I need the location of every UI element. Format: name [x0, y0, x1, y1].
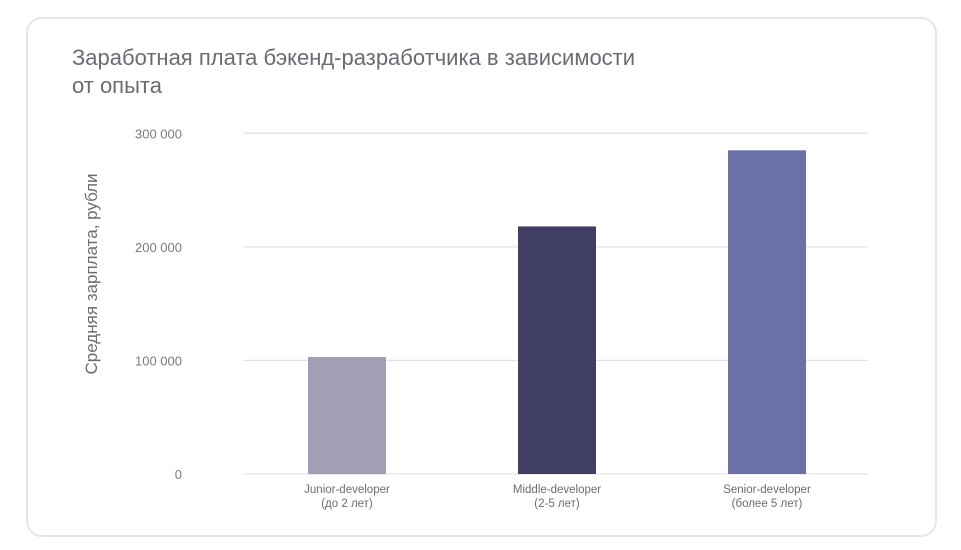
bar-1 — [518, 226, 596, 474]
chart-title-line-2: от опыта — [72, 73, 162, 98]
x-tick-label: Senior-developer — [723, 484, 811, 496]
y-axis-label: Средняя зарплата, рубли — [82, 173, 101, 374]
chart-title: Заработная плата бэкенд-разработчика в з… — [72, 44, 772, 100]
y-tick-label: 200 000 — [135, 240, 182, 255]
x-tick-label: (2-5 лет) — [534, 498, 580, 510]
x-tick-label: (более 5 лет) — [732, 498, 803, 510]
bar-2 — [728, 150, 806, 474]
chart-title-line-1: Заработная плата бэкенд-разработчика в з… — [72, 45, 636, 70]
y-tick-label: 100 000 — [135, 353, 182, 368]
x-tick-label: Middle-developer — [513, 484, 601, 496]
x-tick-label: (до 2 лет) — [321, 498, 373, 510]
x-tick-label: Junior-developer — [304, 484, 390, 496]
bar-0 — [308, 357, 386, 474]
y-tick-label: 0 — [175, 467, 182, 482]
y-tick-label: 300 000 — [135, 126, 182, 141]
